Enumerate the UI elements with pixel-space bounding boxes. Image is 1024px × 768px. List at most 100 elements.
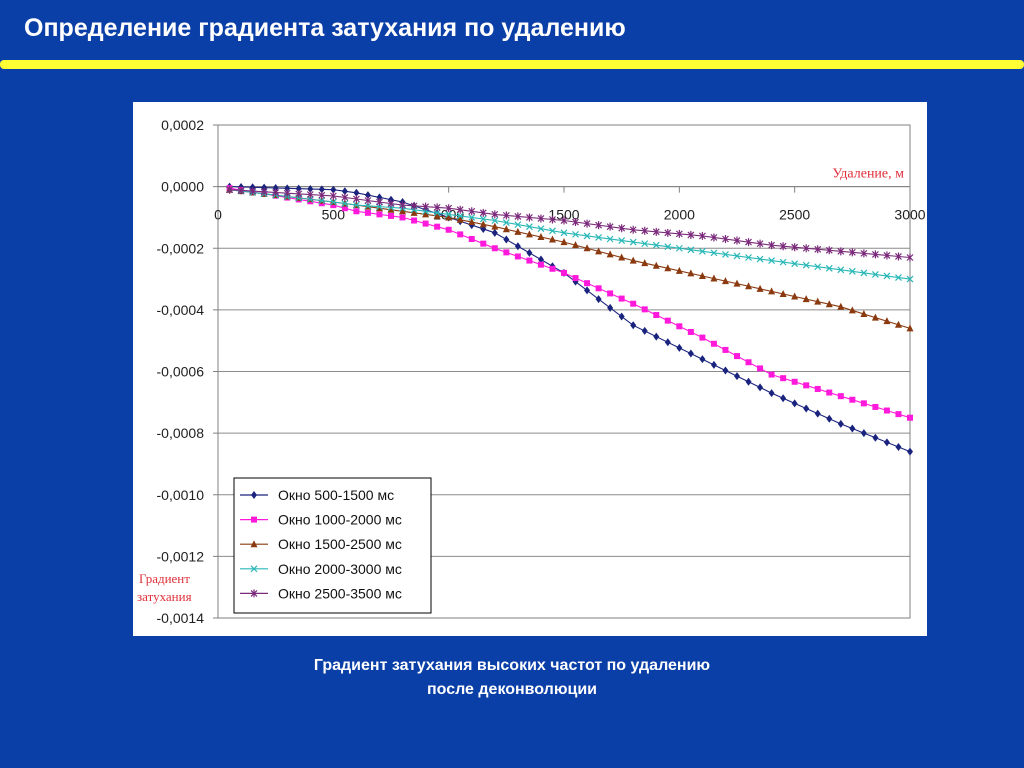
data-point [618, 237, 626, 244]
data-point [491, 222, 499, 230]
data-point [849, 396, 856, 403]
series-lines [226, 182, 914, 456]
data-point [284, 184, 291, 193]
y-axis-title-line2: затухания [137, 589, 192, 604]
data-point [560, 229, 568, 237]
data-point [399, 207, 407, 215]
data-point [387, 205, 395, 213]
data-point [687, 269, 695, 277]
data-point [410, 208, 418, 216]
data-point [629, 238, 637, 246]
data-point [699, 355, 706, 364]
data-point [583, 219, 591, 228]
data-point [652, 227, 660, 236]
x-tick-label: 2500 [779, 207, 810, 223]
data-point [595, 247, 603, 255]
caption-line-2: после деконволюции [426, 681, 598, 698]
data-point [503, 235, 510, 244]
data-point [341, 193, 349, 202]
data-point [906, 275, 914, 283]
data-point [871, 313, 879, 321]
data-point [456, 212, 464, 220]
data-point [422, 202, 430, 211]
legend-entry: Окно 2500-3500 мс [240, 585, 402, 601]
legend-label: Окно 500-1500 мс [278, 487, 394, 503]
data-point [895, 442, 902, 451]
data-point [572, 218, 579, 227]
data-point [756, 239, 764, 248]
data-point [318, 185, 325, 194]
data-point [641, 240, 649, 248]
chart-panel: 0,0002 0,0000 -0,0002 -0,0004 -0,0006 -0,0008… [133, 102, 927, 636]
data-point [687, 246, 695, 254]
data-point [906, 253, 914, 262]
data-point [572, 275, 579, 282]
data-point [860, 400, 867, 407]
data-point [802, 261, 810, 269]
data-point [352, 194, 360, 203]
data-point [825, 246, 833, 255]
x-axis-title: Удаление, м [832, 167, 904, 182]
data-point [526, 248, 533, 257]
data-point [664, 243, 672, 251]
data-point [364, 209, 371, 216]
data-point [584, 280, 591, 287]
data-point [629, 225, 637, 234]
data-point [318, 191, 326, 200]
data-point [341, 205, 348, 212]
y-axis-title-line1: Градиент [139, 571, 190, 586]
data-point [883, 251, 891, 260]
data-point [641, 326, 648, 335]
data-point [250, 565, 258, 573]
data-point [871, 271, 879, 278]
data-point [491, 210, 499, 219]
data-point [618, 295, 625, 302]
legend-entry: Окно 1500-2500 мс [240, 536, 402, 552]
data-point [537, 232, 545, 240]
data-point [479, 215, 487, 223]
data-point [849, 424, 856, 433]
data-point [272, 183, 279, 192]
data-point [250, 540, 258, 548]
data-point [630, 300, 637, 307]
data-point [388, 212, 394, 219]
data-point [641, 259, 649, 267]
data-point [733, 252, 741, 260]
data-point [698, 247, 706, 255]
data-point [606, 250, 614, 258]
data-point [653, 312, 660, 319]
data-point [745, 254, 752, 261]
data-point [329, 191, 337, 200]
data-point [895, 274, 902, 281]
attenuation-gradient-chart: 0,0002 0,0000 -0,0002 -0,0004 -0,0006 -0,0008… [137, 117, 926, 626]
data-point [814, 263, 822, 271]
data-point [652, 261, 660, 269]
data-point [307, 185, 314, 194]
data-point [468, 207, 476, 216]
data-point [837, 247, 845, 256]
data-point [883, 272, 891, 280]
data-point [341, 187, 348, 196]
x-axis: 050010001500200025003000 [214, 186, 926, 223]
data-point [468, 218, 476, 226]
data-point [364, 191, 371, 200]
x-tick-label: 500 [322, 207, 346, 223]
y-tick-label: -0,0006 [157, 364, 205, 380]
data-point [318, 197, 326, 205]
data-point [537, 214, 545, 223]
data-point [814, 409, 821, 418]
data-point [872, 403, 879, 410]
data-point [468, 214, 476, 221]
data-point [434, 223, 441, 230]
data-point [721, 277, 729, 285]
data-point [675, 229, 683, 238]
data-point [848, 306, 856, 314]
data-point [745, 282, 753, 290]
data-point [687, 230, 695, 239]
y-tick-labels: 0,0002 0,0000 -0,0002 -0,0004 -0,0006 -0,0008… [157, 117, 218, 626]
y-tick-label: -0,0008 [157, 425, 205, 441]
slide-title: Определение градиента затухания по удале… [24, 14, 626, 42]
data-point [260, 187, 268, 196]
data-point [652, 241, 660, 249]
legend-label: Окно 1000-2000 мс [278, 512, 402, 528]
